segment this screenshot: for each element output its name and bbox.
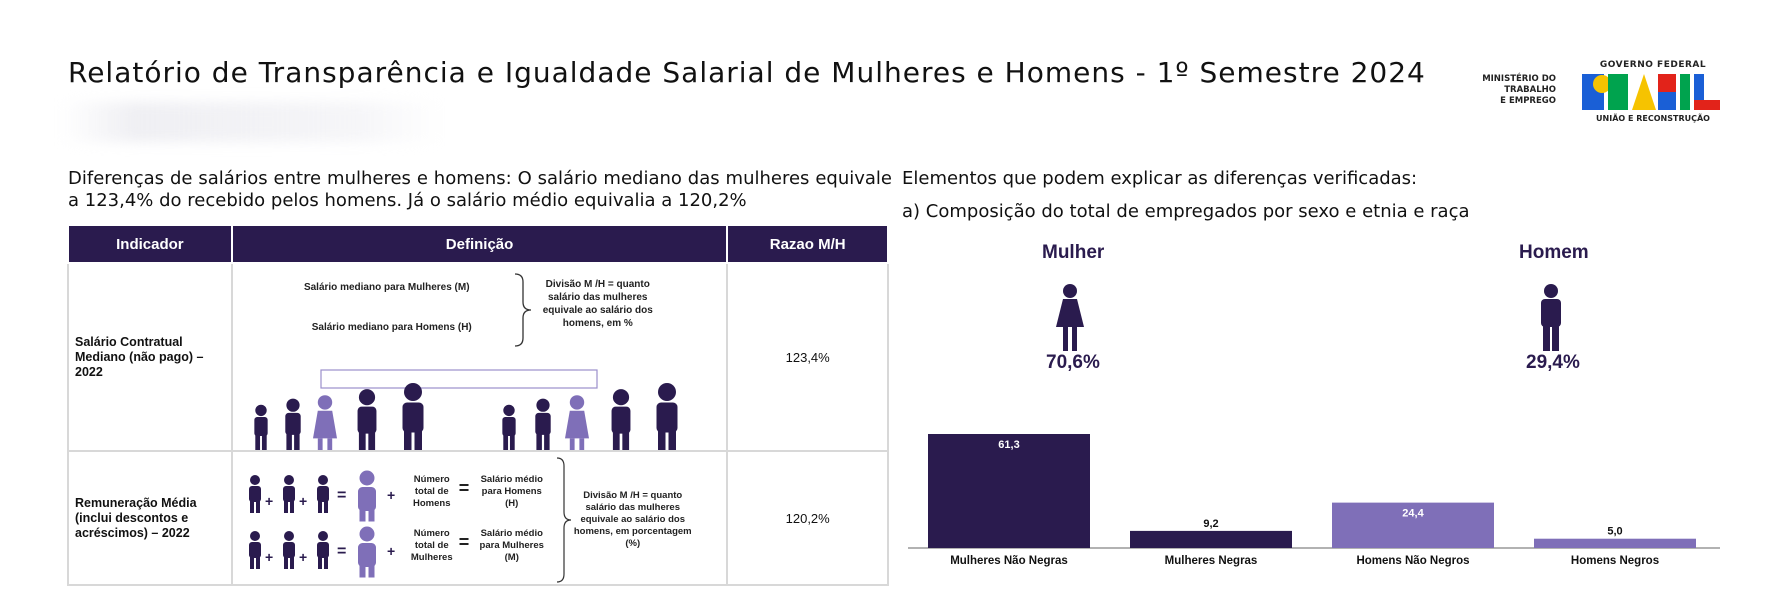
government-logo: GOVERNO FEDERAL UNIÃO E RECONSTRUÇÃO (1578, 60, 1728, 123)
ministry-logo-line: MINISTÉRIO DO (1482, 74, 1556, 84)
header-definition: Definição (230, 224, 729, 264)
def-avg-women: Salário médio para Mulheres (M) (479, 528, 544, 563)
data-label: 5,0 (1607, 526, 1622, 538)
table-row: Salário Contratual Mediano (não pago) – … (67, 262, 889, 452)
woman-pct: 70,6% (1046, 352, 1100, 373)
indicator-table: Indicador Definição Razao M/H Salário Co… (67, 224, 889, 586)
equals-icon: = (458, 478, 470, 498)
svg-text:+: + (387, 543, 395, 559)
def-note: Divisão M /H = quanto salário das mulher… (573, 490, 692, 549)
category-label: Mulheres Negras (1165, 555, 1258, 567)
left-intro-text: Diferenças de salários entre mulheres e … (68, 168, 892, 211)
table-row: Remuneração Média (inclui descontos e ac… (67, 450, 889, 586)
header-indicator: Indicador (67, 224, 233, 264)
woman-label: Mulher (1042, 242, 1105, 263)
blurred-subtitle (60, 102, 440, 142)
ministry-logo-line: TRABALHO (1504, 85, 1556, 95)
sum-figures-icon: + + = + + + = + (248, 470, 395, 578)
row-indicator: Salário Contratual Mediano (não pago) – … (67, 262, 233, 452)
category-label: Homens Negros (1571, 555, 1659, 567)
right-subtitle: a) Composição do total de empregados por… (902, 201, 1470, 222)
ministry-logo-line: E EMPREGO (1500, 96, 1556, 106)
page-title: Relatório de Transparência e Igualdade S… (68, 56, 1426, 89)
bar (928, 434, 1090, 548)
people-figures-icon (254, 369, 678, 450)
right-intro-text: Elementos que podem explicar as diferenç… (902, 168, 1418, 189)
row-ratio: 120,2% (726, 450, 889, 586)
svg-text:+: + (387, 487, 395, 503)
category-label: Mulheres Não Negras (950, 555, 1068, 567)
bar (1130, 530, 1292, 548)
equals-icon: = (458, 532, 470, 552)
svg-text:+: + (265, 493, 273, 509)
svg-text:=: = (337, 487, 346, 504)
ministry-logo: MINISTÉRIO DO TRABALHO E EMPREGO (1464, 74, 1556, 107)
def-median-men: Salário mediano para Homens (H) (311, 322, 472, 333)
row-indicator: Remuneração Média (inclui descontos e ac… (67, 450, 233, 586)
def-note: Divisão M /H = quanto salário das mulher… (542, 279, 653, 329)
row-definition: Salário mediano para Mulheres (M) Salári… (230, 262, 729, 452)
svg-text:+: + (299, 549, 307, 565)
bar (1534, 538, 1696, 548)
def-median-women: Salário mediano para Mulheres (M) (303, 282, 470, 293)
brace-icon (514, 273, 531, 347)
header-ratio: Razao M/H (726, 224, 889, 264)
brace-icon (556, 457, 571, 583)
def-total-men: Número total de Homens (413, 474, 451, 509)
man-pct: 29,4% (1526, 352, 1580, 373)
man-figure-icon (1541, 284, 1561, 351)
data-label: 9,2 (1203, 518, 1218, 530)
bar (1332, 502, 1494, 548)
brasil-wordmark-icon (1582, 74, 1720, 110)
composition-bar-chart: 61,3 Mulheres Não Negras 9,2 Mulheres Negra… (908, 434, 1720, 567)
table-header-row: Indicador Definição Razao M/H (67, 224, 889, 264)
woman-figure-icon (1056, 284, 1084, 351)
gov-logo-top: GOVERNO FEDERAL (1599, 60, 1707, 70)
svg-text:=: = (337, 543, 346, 560)
data-label: 24,4 (1402, 508, 1424, 520)
svg-text:+: + (299, 493, 307, 509)
man-label: Homem (1519, 242, 1589, 263)
gov-logo-bottom: UNIÃO E RECONSTRUÇÃO (1596, 114, 1710, 123)
row-definition: + + = + + + = + Número total de (230, 450, 729, 586)
category-label: Homens Não Negros (1356, 555, 1469, 567)
def-total-women: Número total de Mulheres (410, 528, 453, 563)
row-ratio: 123,4% (726, 262, 889, 452)
svg-text:+: + (265, 549, 273, 565)
def-avg-men: Salário médio para Homens (H) (480, 474, 543, 509)
data-label: 61,3 (998, 439, 1019, 451)
